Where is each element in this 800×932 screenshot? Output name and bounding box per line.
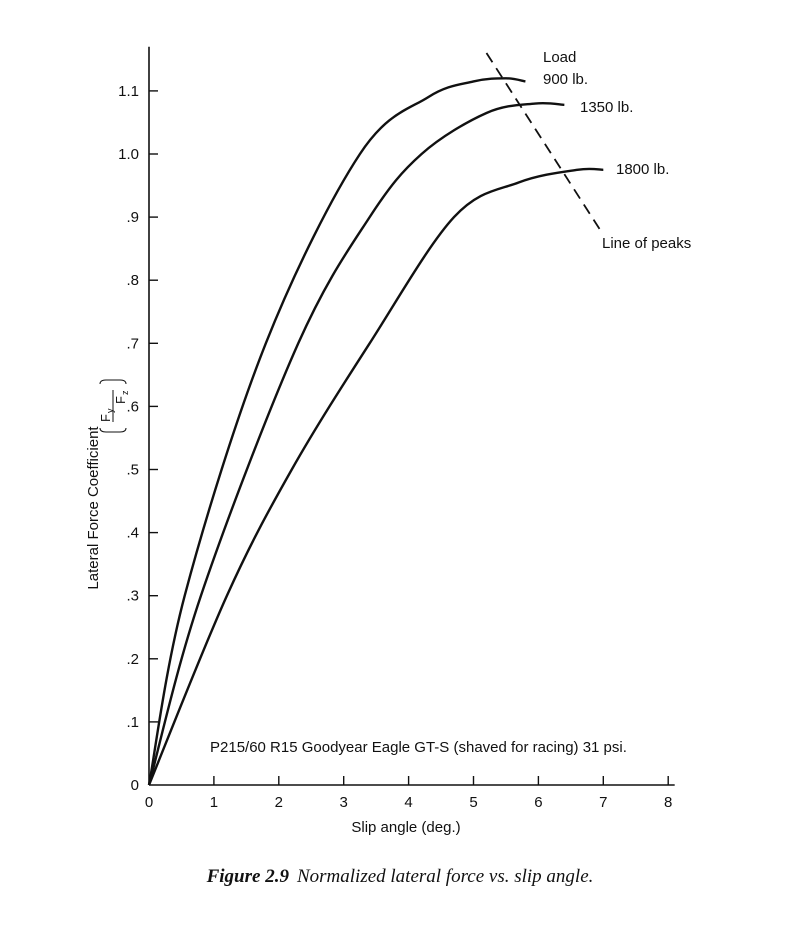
fraction-numerator: F — [98, 414, 113, 422]
y-label-fraction: F y F z — [98, 379, 130, 433]
fraction-denominator-sub: z — [120, 390, 130, 395]
x-tick-label: 2 — [275, 794, 283, 811]
series-line-0 — [147, 77, 526, 786]
y-axis-label: Lateral Force Coefficient — [85, 426, 102, 590]
y-tick-label: .3 — [126, 588, 139, 605]
series-line-2 — [147, 167, 604, 786]
x-tick-label: 8 — [664, 794, 672, 811]
annotation: P215/60 R15 Goodyear Eagle GT-S (shaved … — [210, 739, 627, 756]
caption-text: Normalized lateral force vs. slip angle. — [296, 866, 593, 887]
y-tick-label: .7 — [126, 335, 139, 352]
x-tick-label: 3 — [340, 794, 348, 811]
series-label-900: 900 lb. — [543, 71, 588, 88]
x-tick-label: 6 — [534, 794, 542, 811]
y-tick-label: 1.0 — [118, 146, 139, 163]
y-tick-label: .4 — [126, 525, 139, 542]
caption: Figure 2.9 Normalized lateral force vs. s… — [206, 866, 594, 887]
series-label-1800: 1800 lb. — [616, 161, 669, 178]
y-tick-label: .2 — [126, 651, 139, 668]
y-tick-label: .8 — [126, 272, 139, 289]
fraction-denominator: F — [113, 396, 128, 404]
curves — [147, 52, 604, 786]
x-tick-label: 0 — [145, 794, 153, 811]
axes: 0 1 2 3 4 5 6 7 8 0 .1 .2 .3 .4 .5 .6 .7 .8 .9 1.0 1.1 — [118, 46, 675, 811]
x-tick-label: 7 — [599, 794, 607, 811]
series-label-1350: 1350 lb. — [580, 99, 633, 116]
legend-title: Load — [543, 49, 576, 66]
caption-label: Figure 2.9 — [206, 866, 290, 887]
y-tick-label: .1 — [126, 714, 139, 731]
x-tick-label: 1 — [210, 794, 218, 811]
x-axis-label: Slip angle (deg.) — [351, 819, 460, 836]
y-tick-label: .9 — [126, 209, 139, 226]
x-tick-label: 4 — [404, 794, 412, 811]
y-tick-label: .5 — [126, 462, 139, 479]
y-tick-label: 0 — [131, 777, 139, 794]
series-line-1 — [147, 101, 565, 786]
line-of-peaks-label: Line of peaks — [602, 235, 691, 252]
x-tick-label: 5 — [469, 794, 477, 811]
y-tick-label: .6 — [126, 398, 139, 415]
y-tick-label: 1.1 — [118, 83, 139, 100]
fraction-numerator-sub: y — [105, 408, 115, 413]
